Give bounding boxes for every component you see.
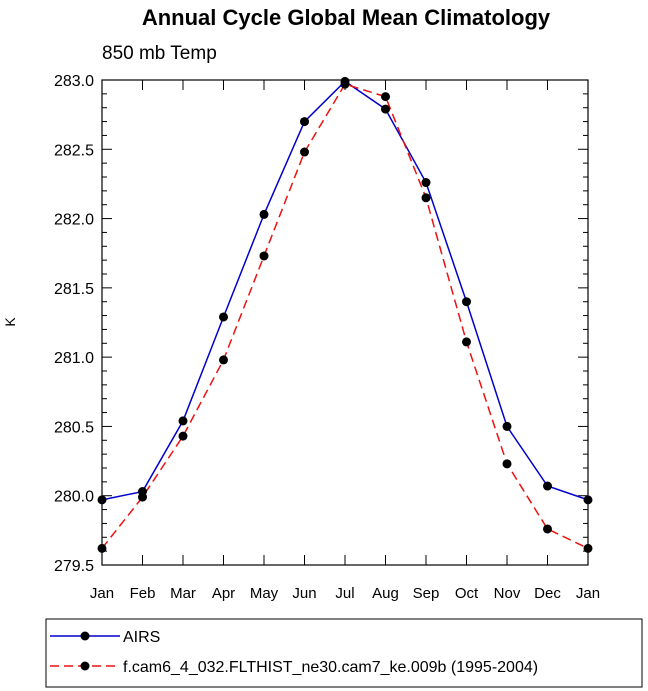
x-tick-label: Feb: [130, 585, 156, 602]
data-point: [219, 312, 228, 322]
legend-box: [45, 618, 643, 688]
data-point: [97, 495, 107, 505]
y-tick-labels: 283.0 282.5 282.0 281.5 281.0 280.5 280.0 279.5: [54, 73, 94, 575]
legend-marker: [80, 631, 90, 641]
series-line-0: [101, 80, 589, 501]
x-tick-label: Dec: [534, 585, 561, 602]
x-tick-label: Jan: [576, 585, 600, 602]
axis-ticks: [101, 79, 589, 566]
series-line-1: [101, 83, 589, 550]
data-point: [178, 416, 188, 426]
x-tick-label: May: [250, 585, 279, 602]
data-point: [583, 543, 593, 553]
data-point: [178, 431, 188, 441]
series-lines: [101, 80, 589, 550]
x-tick-label: Apr: [212, 585, 235, 602]
data-point: [462, 337, 471, 347]
x-tick-label: Aug: [372, 585, 399, 602]
legend-marker: [80, 661, 90, 671]
y-tick-label: 282.0: [54, 212, 94, 229]
plot-frame: [101, 79, 589, 566]
data-point: [583, 495, 593, 505]
x-tick-labels: Jan Feb Mar Apr May Jun Jul Aug Sep Oct Nov Dec Jan: [90, 585, 600, 602]
data-point: [421, 193, 431, 203]
data-point: [381, 104, 390, 114]
y-tick-label: 279.5: [54, 558, 94, 575]
data-point: [543, 481, 552, 491]
legend-label-1: f.cam6_4_032.FLTHIST_ne30.cam7_ke.009b (…: [123, 659, 538, 676]
series-points: [97, 76, 593, 553]
data-point: [421, 178, 431, 188]
x-tick-label: Jun: [292, 585, 316, 602]
legend-label-0: AIRS: [123, 629, 160, 646]
data-point: [502, 459, 512, 469]
y-tick-label: 282.5: [54, 142, 94, 159]
chart-subtitle: 850 mb Temp: [102, 43, 217, 64]
x-tick-label: Mar: [170, 585, 196, 602]
data-point: [138, 492, 147, 502]
data-point: [381, 92, 390, 102]
data-point: [259, 251, 269, 261]
y-tick-label: 281.5: [54, 281, 94, 298]
y-axis-label: K: [2, 317, 18, 327]
data-point: [97, 543, 107, 553]
y-tick-label: 281.0: [54, 350, 94, 367]
data-point: [543, 524, 552, 534]
chart-title: Annual Cycle Global Mean Climatology: [142, 5, 551, 30]
data-point: [300, 147, 309, 157]
data-point: [462, 297, 471, 307]
x-tick-label: Jan: [90, 585, 114, 602]
data-point: [300, 117, 309, 127]
y-tick-label: 280.0: [54, 489, 94, 506]
data-point: [340, 79, 350, 89]
y-tick-label: 280.5: [54, 419, 94, 436]
x-tick-label: Nov: [494, 585, 521, 602]
x-tick-label: Jul: [335, 585, 354, 602]
legend: AIRS f.cam6_4_032.FLTHIST_ne30.cam7_ke.00…: [50, 629, 538, 676]
x-tick-label: Oct: [455, 585, 479, 602]
data-point: [502, 421, 512, 431]
x-tick-label: Sep: [413, 585, 440, 602]
data-point: [219, 355, 228, 365]
y-tick-label: 283.0: [54, 73, 94, 90]
data-point: [259, 209, 269, 219]
